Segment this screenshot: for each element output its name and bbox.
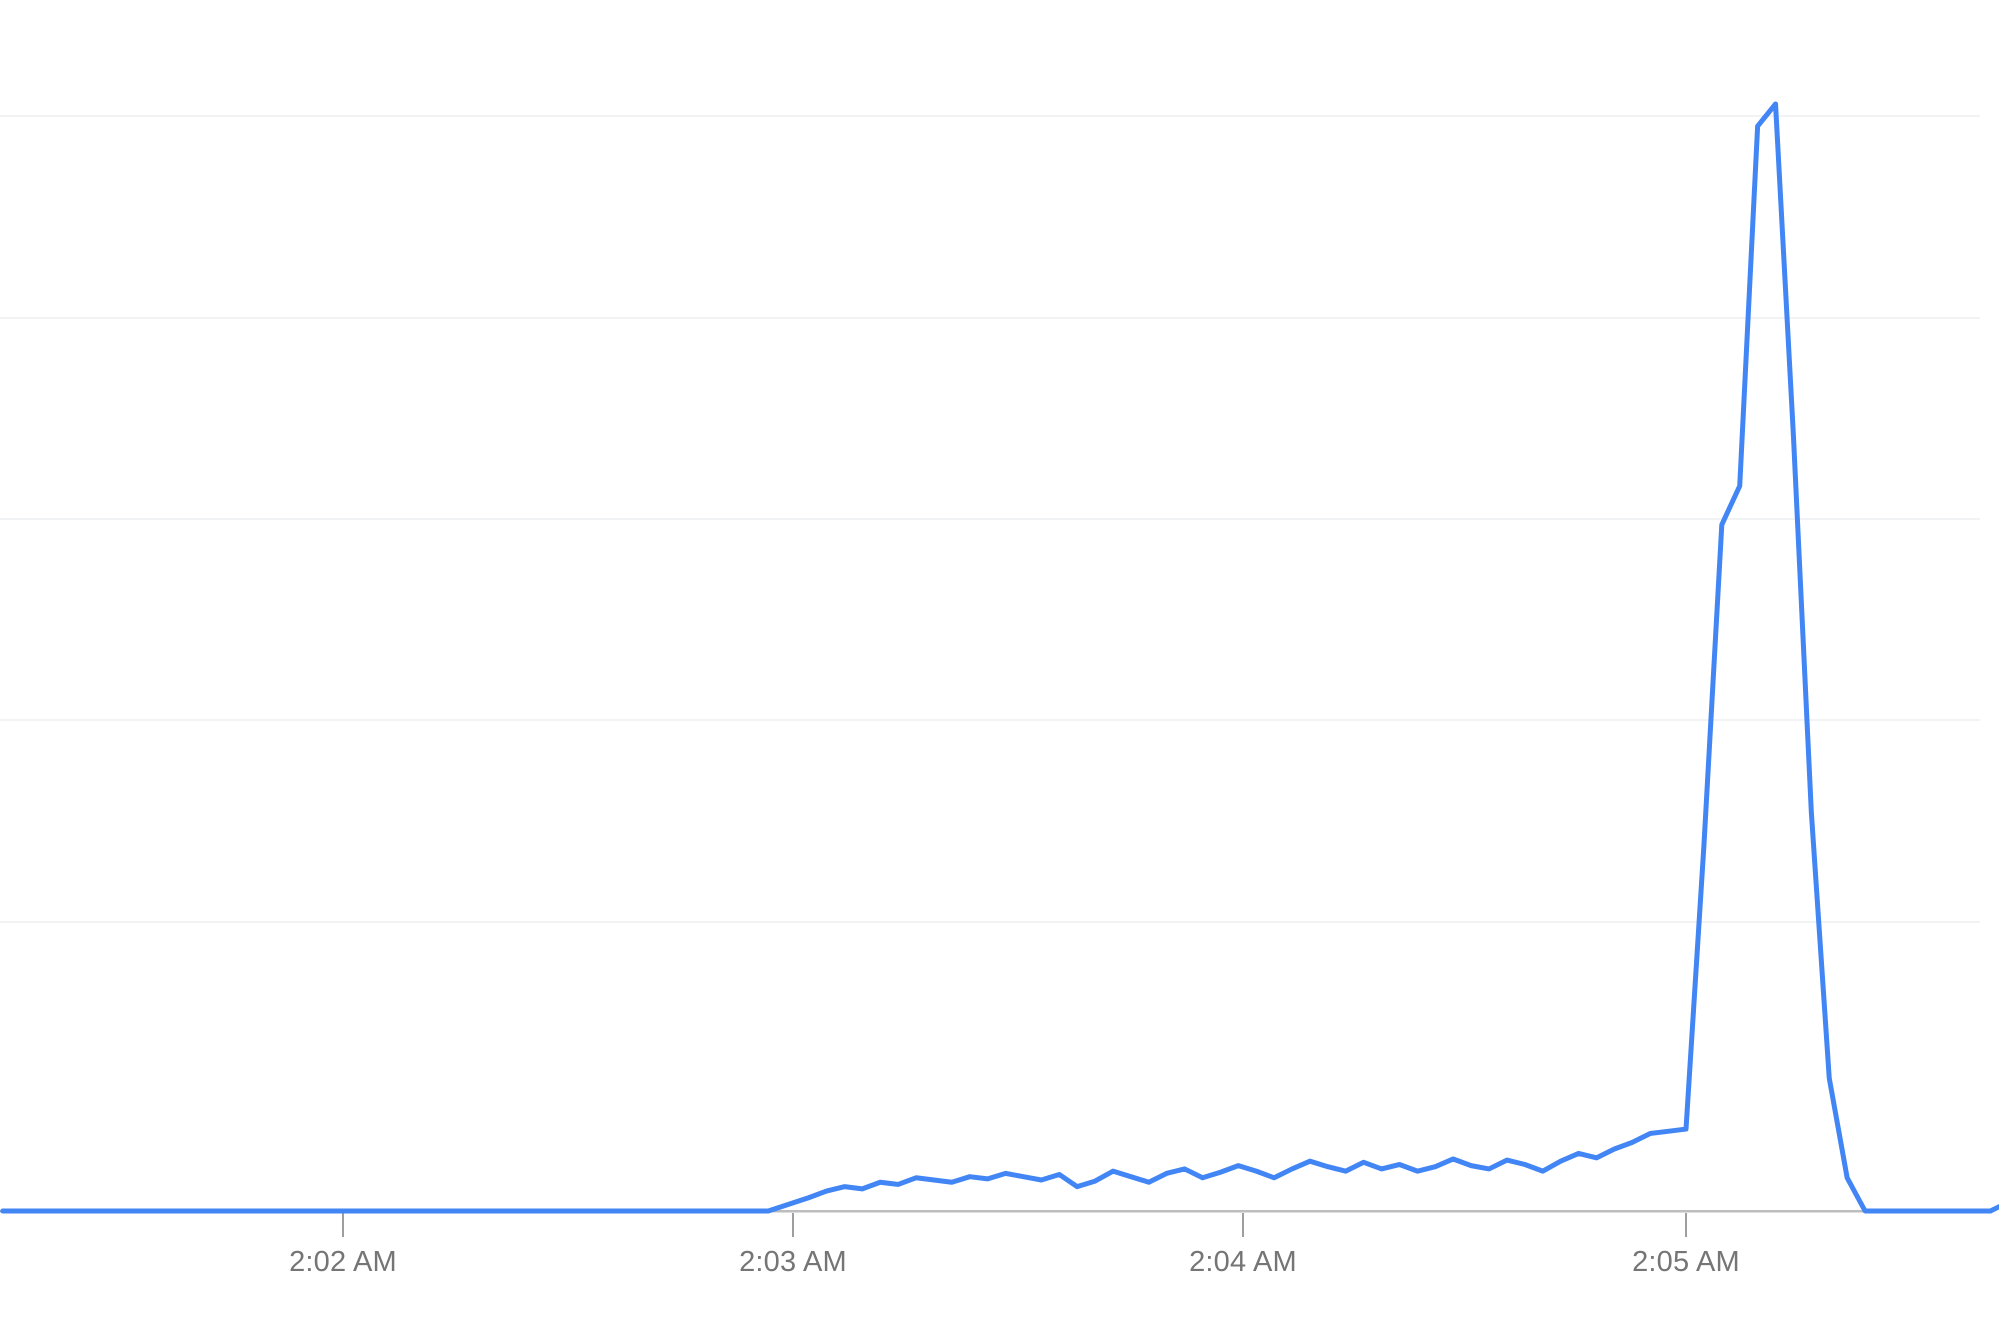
data-series-group[interactable] (0, 101, 1999, 1214)
x-tick-label-0: 2:02 AM (289, 1246, 397, 1278)
x-axis-tick-marks (342, 1213, 1687, 1237)
x-tick-label-2: 2:04 AM (1189, 1246, 1297, 1278)
series-line-value[interactable] (0, 101, 1999, 1214)
x-tick-label-3: 2:05 AM (1632, 1246, 1740, 1278)
x-tick-label-1: 2:03 AM (739, 1246, 847, 1278)
gridlines (0, 115, 1980, 923)
